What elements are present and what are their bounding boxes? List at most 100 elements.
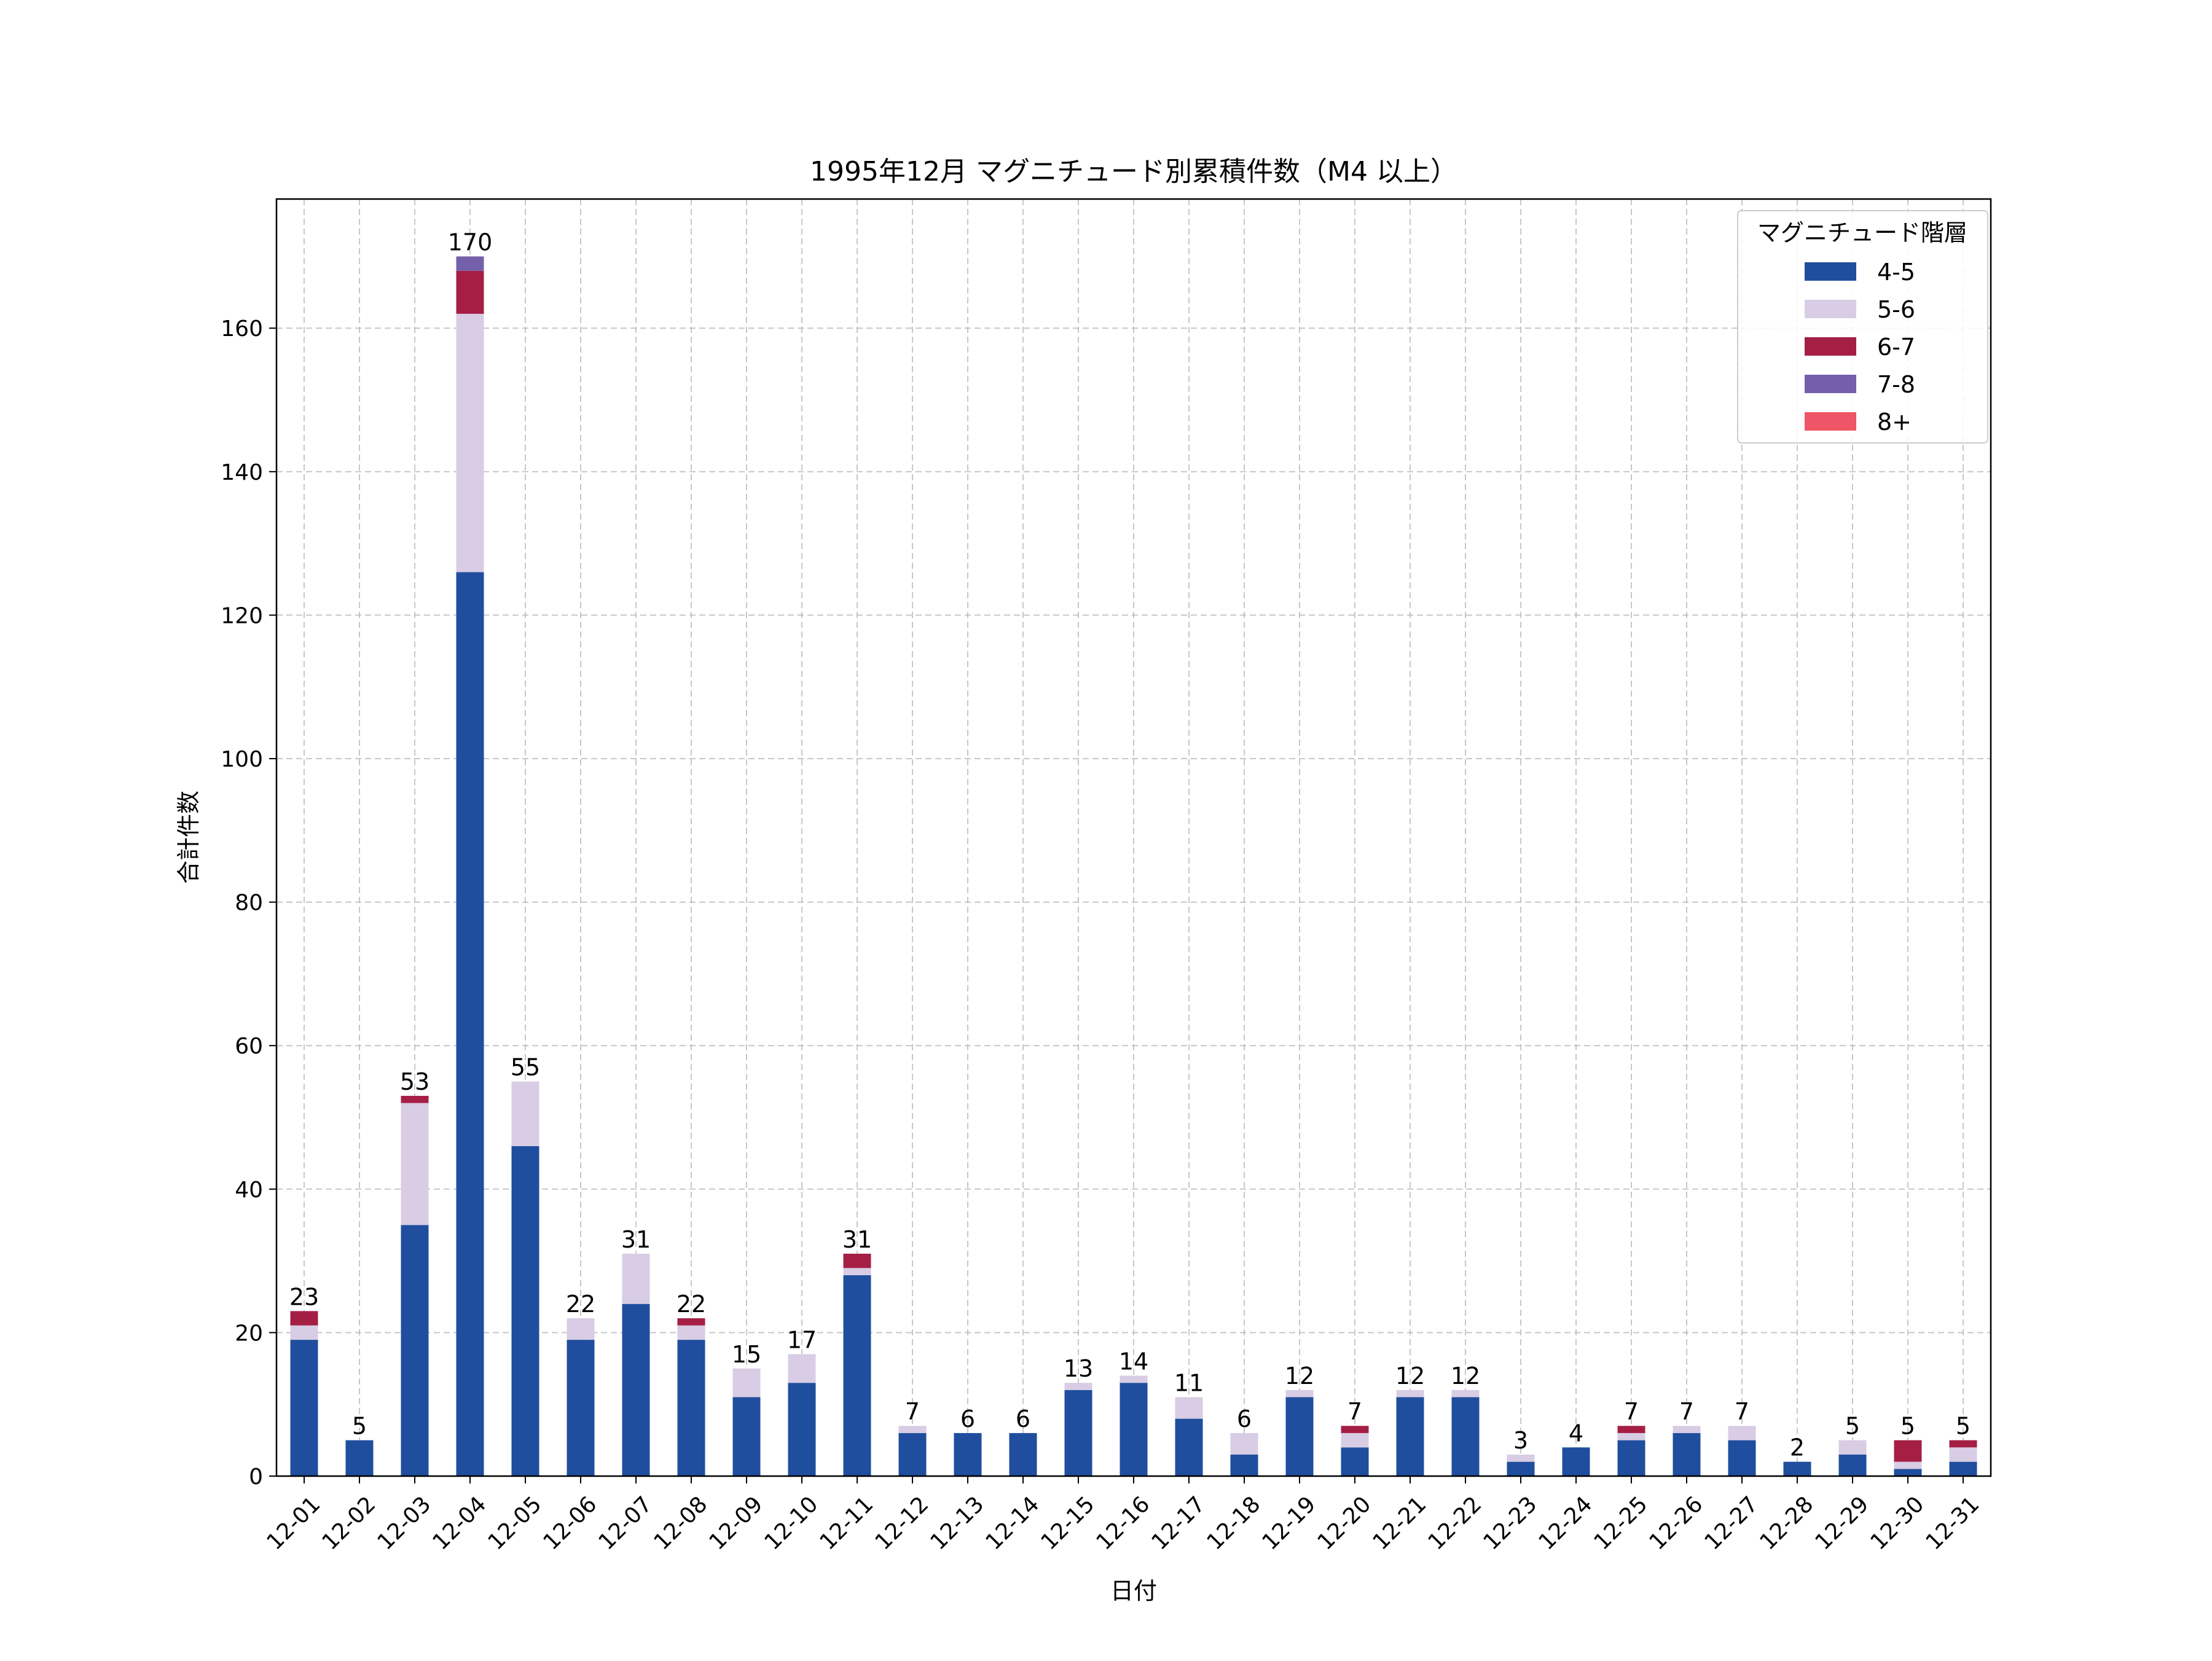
- bar-segment-4-5: [1838, 1454, 1867, 1476]
- bar-segment-4-5: [1341, 1447, 1369, 1476]
- bar-total-label: 5: [352, 1413, 367, 1440]
- bar-segment-4-5: [1396, 1397, 1424, 1476]
- bar-segment-5-6: [1838, 1440, 1867, 1455]
- bar-segment-5-6: [677, 1325, 705, 1340]
- bars-layer: [290, 256, 1977, 1476]
- bar-segment-5-6: [732, 1368, 761, 1397]
- bar-segment-5-6: [567, 1318, 595, 1340]
- bar-segment-4-5: [954, 1432, 982, 1476]
- y-tick-label: 100: [221, 747, 263, 772]
- bar-segment-4-5: [1894, 1469, 1922, 1476]
- bar-total-label: 14: [1119, 1348, 1148, 1375]
- legend: マグニチュード階層 4-5 5-6 6-7 7-8 8+: [1737, 210, 1988, 444]
- bar-segment-4-5: [1783, 1461, 1811, 1476]
- y-tick-label: 60: [235, 1034, 263, 1059]
- bar-total-label: 6: [1237, 1405, 1252, 1432]
- bar-total-label: 5: [1900, 1413, 1915, 1440]
- bar-segment-4-5: [290, 1340, 318, 1476]
- bar-segment-5-6: [1285, 1389, 1314, 1397]
- bar-segment-4-5: [345, 1440, 374, 1476]
- bar-segment-4-5: [1230, 1454, 1258, 1476]
- bar-segment-4-5: [788, 1383, 816, 1476]
- bar-segment-4-5: [456, 572, 484, 1476]
- bar-segment-4-5: [1285, 1397, 1314, 1476]
- bar-segment-4-5: [1175, 1418, 1203, 1476]
- bar-segment-6-7: [843, 1253, 871, 1268]
- y-axis-ticks: 0 20 40 60 80 100 120 140 160: [221, 316, 276, 1490]
- bar-total-label: 6: [960, 1405, 975, 1432]
- bar-segment-5-6: [456, 313, 484, 573]
- bar-segment-5-6: [1673, 1426, 1701, 1433]
- bar-segment-5-6: [1507, 1454, 1535, 1462]
- bar-total-label: 11: [1174, 1370, 1204, 1397]
- bar-total-label: 3: [1513, 1427, 1528, 1454]
- legend-label: 5-6: [1877, 296, 1915, 323]
- bar-segment-6-7: [456, 270, 484, 314]
- bar-total-label: 12: [1285, 1362, 1314, 1389]
- y-axis-label: 合計件数: [175, 791, 202, 884]
- bar-segment-4-5: [1728, 1440, 1756, 1476]
- bar-segment-5-6: [1451, 1389, 1480, 1397]
- bar-segment-4-5: [1064, 1389, 1092, 1476]
- legend-box: [1737, 210, 1988, 444]
- bar-segment-4-5: [1120, 1383, 1148, 1476]
- bar-segment-4-5: [677, 1340, 705, 1476]
- bar-total-label: 12: [1395, 1362, 1425, 1389]
- bar-segment-4-5: [511, 1146, 539, 1476]
- bar-segment-4-5: [1617, 1440, 1645, 1476]
- y-tick-label: 0: [249, 1464, 263, 1490]
- legend-swatch: [1805, 337, 1856, 356]
- bar-segment-5-6: [843, 1268, 871, 1275]
- bar-total-label: 15: [732, 1341, 761, 1368]
- legend-label: 8+: [1877, 408, 1912, 436]
- y-tick-label: 40: [235, 1178, 263, 1203]
- bar-segment-5-6: [1341, 1432, 1369, 1448]
- bar-segment-5-6: [511, 1081, 539, 1146]
- bar-segment-4-5: [622, 1303, 650, 1476]
- legend-swatch: [1805, 262, 1856, 281]
- bar-segment-5-6: [1728, 1426, 1756, 1440]
- bar-segment-4-5: [1507, 1461, 1535, 1476]
- bar-segment-5-6: [1617, 1432, 1645, 1440]
- legend-label: 7-8: [1877, 371, 1915, 398]
- bar-segment-4-5: [1673, 1432, 1701, 1476]
- bar-total-label: 4: [1569, 1420, 1583, 1447]
- bar-segment-5-6: [1949, 1447, 1977, 1462]
- bar-segment-5-6: [401, 1103, 429, 1225]
- bar-total-label: 22: [677, 1291, 706, 1318]
- bar-total-label: 12: [1451, 1362, 1480, 1389]
- y-tick-label: 160: [221, 316, 263, 342]
- y-tick-label: 80: [235, 891, 263, 916]
- bar-segment-4-5: [1949, 1461, 1977, 1476]
- y-tick-label: 120: [221, 603, 263, 628]
- bar-segment-6-7: [290, 1311, 318, 1326]
- chart-title: 1995年12月 マグニチュード別累積件数（M4 以上）: [810, 156, 1457, 187]
- legend-items: 4-5 5-6 6-7 7-8 8+: [1805, 259, 1915, 436]
- bar-segment-4-5: [401, 1225, 429, 1476]
- bar-total-label: 7: [905, 1398, 920, 1425]
- y-tick-label: 140: [221, 460, 263, 485]
- bar-total-label: 31: [842, 1226, 872, 1253]
- bar-segment-5-6: [1230, 1432, 1258, 1455]
- bar-total-label: 13: [1064, 1355, 1093, 1382]
- bar-segment-4-5: [898, 1432, 927, 1476]
- x-axis-label: 日付: [1110, 1577, 1157, 1604]
- bar-segment-5-6: [622, 1253, 650, 1304]
- bar-segment-5-6: [1120, 1375, 1148, 1383]
- legend-label: 6-7: [1877, 334, 1915, 361]
- bar-total-label: 31: [621, 1226, 651, 1253]
- legend-title: マグニチュード階層: [1757, 219, 1967, 246]
- bar-total-label: 7: [1624, 1398, 1639, 1425]
- bar-segment-5-6: [290, 1325, 318, 1340]
- bar-total-label: 53: [400, 1068, 429, 1095]
- bar-total-label: 55: [511, 1054, 540, 1081]
- bar-segment-4-5: [1562, 1447, 1590, 1476]
- bar-total-label: 17: [787, 1326, 817, 1353]
- legend-swatch: [1805, 300, 1856, 318]
- bar-segment-6-7: [1617, 1426, 1645, 1433]
- bar-segment-5-6: [1064, 1383, 1092, 1390]
- bar-segment-4-5: [1451, 1397, 1480, 1476]
- bar-segment-4-5: [1009, 1432, 1037, 1476]
- bar-segment-4-5: [567, 1340, 595, 1476]
